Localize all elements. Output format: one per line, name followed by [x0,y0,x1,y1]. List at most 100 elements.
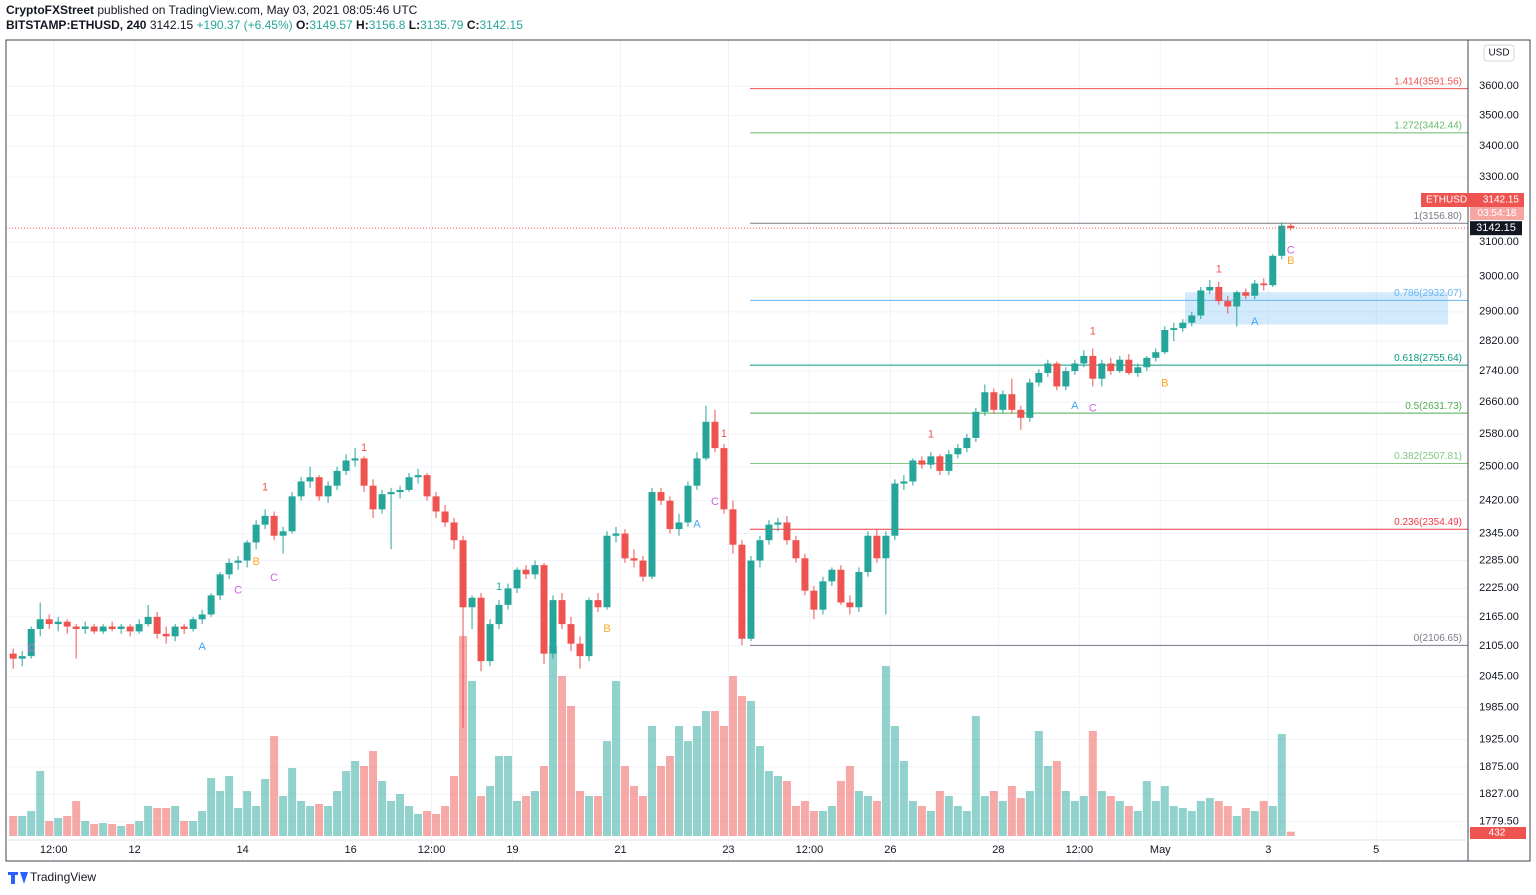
candle-body [189,619,197,629]
y-tick-label: 3600.00 [1479,80,1519,92]
zone [1185,292,1448,325]
volume-bar [863,796,872,836]
volume-bar [1151,801,1160,836]
last: 3142.15 [149,18,194,32]
candle-body [693,458,701,486]
candle-body [1188,315,1196,323]
candle-body [657,492,665,501]
annotation: B [1287,255,1294,267]
volume-bar [99,823,108,836]
y-tick-label: 2105.00 [1479,640,1519,652]
volume-bar [755,746,764,836]
volume-bar [342,771,351,836]
volume-bar [1277,734,1286,836]
candle-body [684,485,692,523]
fib-label: 1.414(3591.56) [1394,76,1462,87]
candle-body [549,600,557,654]
volume-bar [611,681,620,836]
candle-body [126,626,134,632]
candle-body [864,535,872,573]
y-tick-label: 1779.50 [1479,815,1519,827]
candle-body [117,626,125,629]
volume-bar [216,791,225,836]
volume-bar [171,806,180,836]
volume-bar [935,791,944,836]
y-tick-label: 3400.00 [1479,140,1519,152]
annotation: 1 [361,442,367,454]
y-tick-label: 2820.00 [1479,335,1519,347]
y-tick-label: 2900.00 [1479,306,1519,318]
candle-body [252,524,260,543]
volume-bar [225,776,234,836]
fib-label: 0(2106.65) [1414,633,1462,644]
candle-body [873,535,881,559]
candle-body [540,565,548,654]
fib-label: 0.5(2631.73) [1405,401,1462,412]
volume-bar [1034,731,1043,836]
candle-body [1017,409,1025,418]
candle-body [45,619,53,625]
annotation: A [693,519,701,531]
volume-bar [414,814,423,836]
volume-bar [1178,808,1187,836]
volume-bar [1142,781,1151,836]
annotation: C [711,496,719,508]
volume-bar [1097,791,1106,836]
candle-body [306,477,314,482]
candle-body [531,565,539,575]
candle-body [63,621,71,627]
candle-body [423,475,431,497]
fib-label: 0.382(2507.81) [1394,451,1462,462]
candle-body [666,500,674,530]
volume-bar [531,791,540,836]
volume-bar [279,796,288,836]
candle-body [495,604,503,625]
candle-body [882,535,890,559]
x-tick-label: 3 [1265,844,1271,856]
volume-bar [567,706,576,836]
candle-body [396,489,404,493]
volume-bar [629,786,638,836]
volume-bar [378,781,387,836]
c-value: 3142.15 [479,18,523,32]
candle-body [558,600,566,625]
candle-body [936,456,944,471]
volume-bar [585,796,594,836]
candle-body [468,597,476,608]
candle-body [720,448,728,510]
candle-body [27,628,35,657]
candle-body [621,533,629,559]
volume-bar [854,791,863,836]
volume-bar [108,824,117,836]
price-tag-value: 3142.15 [1483,195,1520,206]
volume-bar [710,711,719,836]
volume-bar [468,681,477,836]
y-tick-label: 1985.00 [1479,701,1519,713]
candle-body [1071,363,1079,372]
volume-bar [665,756,674,836]
candle-body [783,522,791,541]
y-tick-label: 2580.00 [1479,428,1519,440]
last-price: 3142.15 [1476,222,1516,234]
volume-bar [1016,798,1025,836]
y-tick-label: 2285.00 [1479,554,1519,566]
volume-bar [1259,801,1268,836]
candle-body [963,437,971,449]
annotation: C [27,643,35,655]
candle-body [315,477,323,497]
candle-body [243,542,251,561]
candle-body [1287,225,1295,229]
candle-body [585,600,593,657]
x-tick-label: May [1150,844,1171,856]
volume-bar [90,824,99,836]
fib-label: 0.618(2755.64) [1394,353,1462,364]
y-tick-label: 2225.00 [1479,582,1519,594]
candle-body [675,522,683,530]
candle-body [405,477,413,490]
candle-body [1179,322,1187,329]
volume-bar [144,806,153,836]
frame [5,39,1531,862]
volume-bar [18,816,27,836]
